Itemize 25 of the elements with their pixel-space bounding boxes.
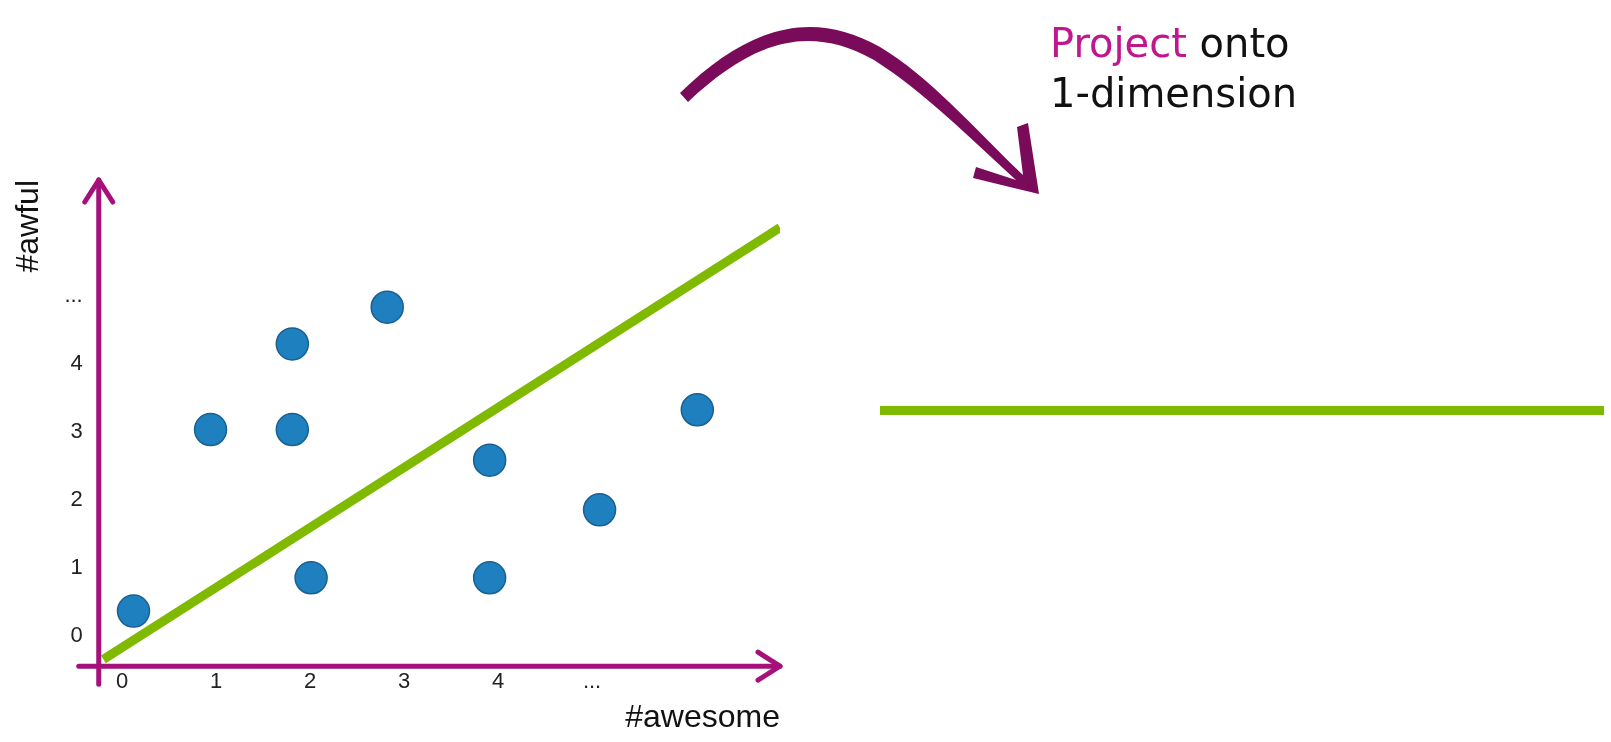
point (193, 412, 228, 447)
x-axis-title: #awesome (625, 697, 780, 734)
x-tick-label: 1 (210, 668, 223, 694)
y-axis-title: #awful (9, 180, 46, 273)
x-tick-label: 3 (398, 668, 411, 694)
point (370, 290, 404, 324)
point (275, 327, 310, 361)
text: Project onto 1-dimension (1050, 19, 1299, 118)
x-tick-label: 0 (116, 668, 129, 694)
y-tick-label: 1 (70, 553, 83, 579)
y-tick-label: 0 (70, 621, 83, 647)
x-tick-label: 4 (491, 668, 505, 694)
y-tick-label: ... (64, 281, 83, 307)
point (472, 443, 507, 477)
point (275, 412, 310, 447)
point (582, 493, 617, 527)
x-tick-label: 2 (304, 668, 317, 694)
y-tick-label: 4 (70, 349, 83, 375)
point (680, 393, 715, 427)
x-tick-label: ... (582, 668, 602, 694)
point (294, 561, 328, 595)
y-tick-label: 3 (70, 417, 83, 443)
y-tick-label: 2 (70, 485, 83, 511)
point (116, 594, 151, 628)
point (472, 561, 507, 595)
